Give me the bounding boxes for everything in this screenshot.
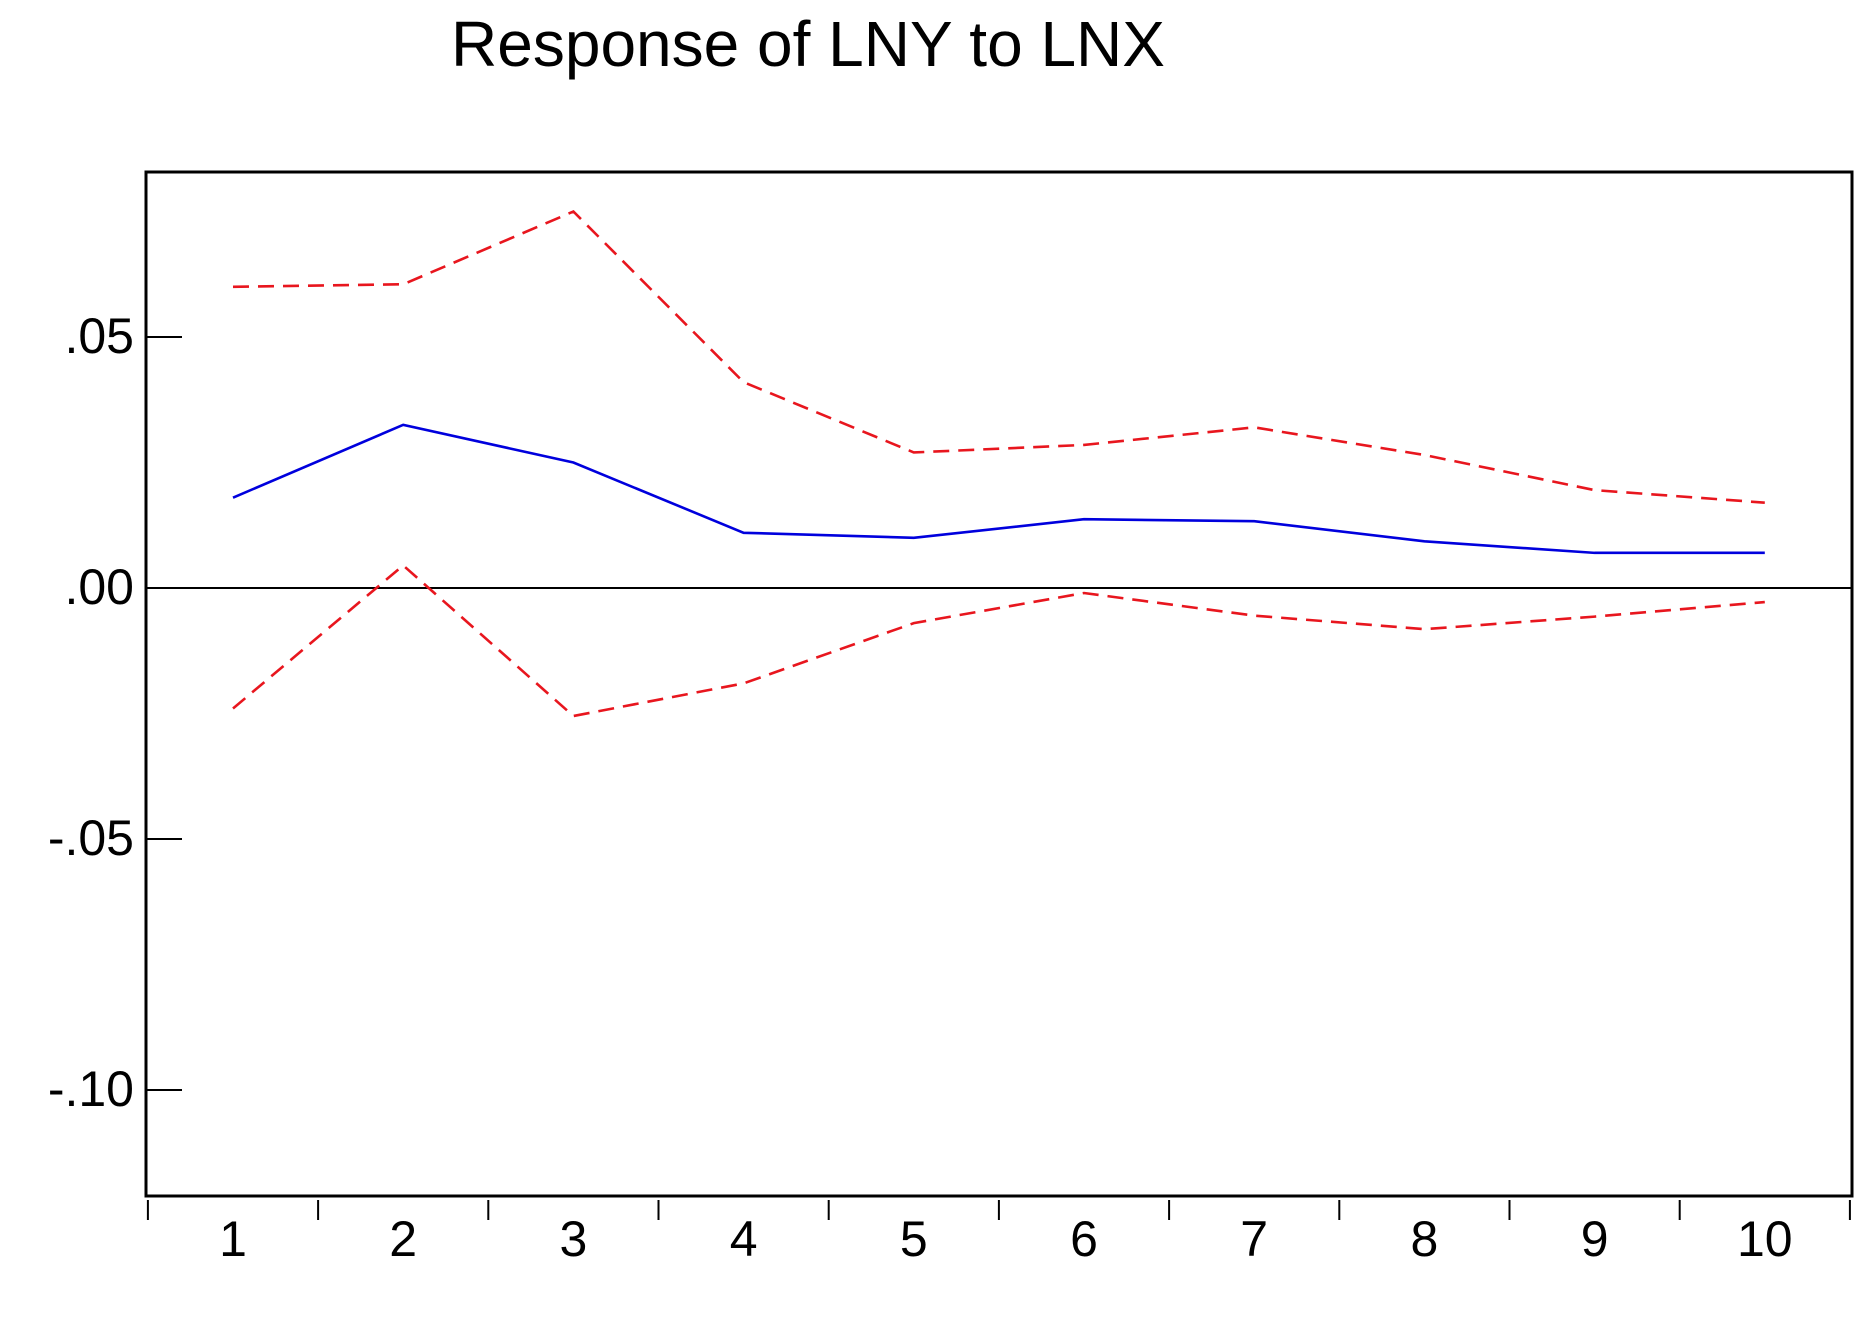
upper-band-line [232,209,1765,504]
response-line [232,423,1765,555]
x-tick-label: 1 [219,1211,247,1267]
x-tick-label: 10 [1737,1211,1793,1267]
x-tick-label: 4 [730,1211,758,1267]
x-tick-label: 8 [1410,1211,1438,1267]
x-tick-label: 5 [900,1211,928,1267]
y-tick-label: .05 [64,308,134,364]
x-axis: 1 2 3 4 5 6 7 8 9 10 [146,1200,1851,1267]
y-tick-label: -.05 [48,810,134,866]
chart-title: Response of LNY to LNX [451,8,1165,80]
x-tick-label: 3 [559,1211,587,1267]
x-tick-label: 9 [1581,1211,1609,1267]
lower-band-line [232,563,1765,718]
plot-frame [144,170,1854,1198]
x-tick-label: 6 [1070,1211,1098,1267]
y-axis: .05 .00 -.05 -.10 [48,308,182,1117]
x-tick-label: 7 [1240,1211,1268,1267]
x-tick-label: 2 [389,1211,417,1267]
y-tick-label: -.10 [48,1061,134,1117]
series-layer [232,209,1765,718]
y-tick-label: .00 [64,559,134,615]
